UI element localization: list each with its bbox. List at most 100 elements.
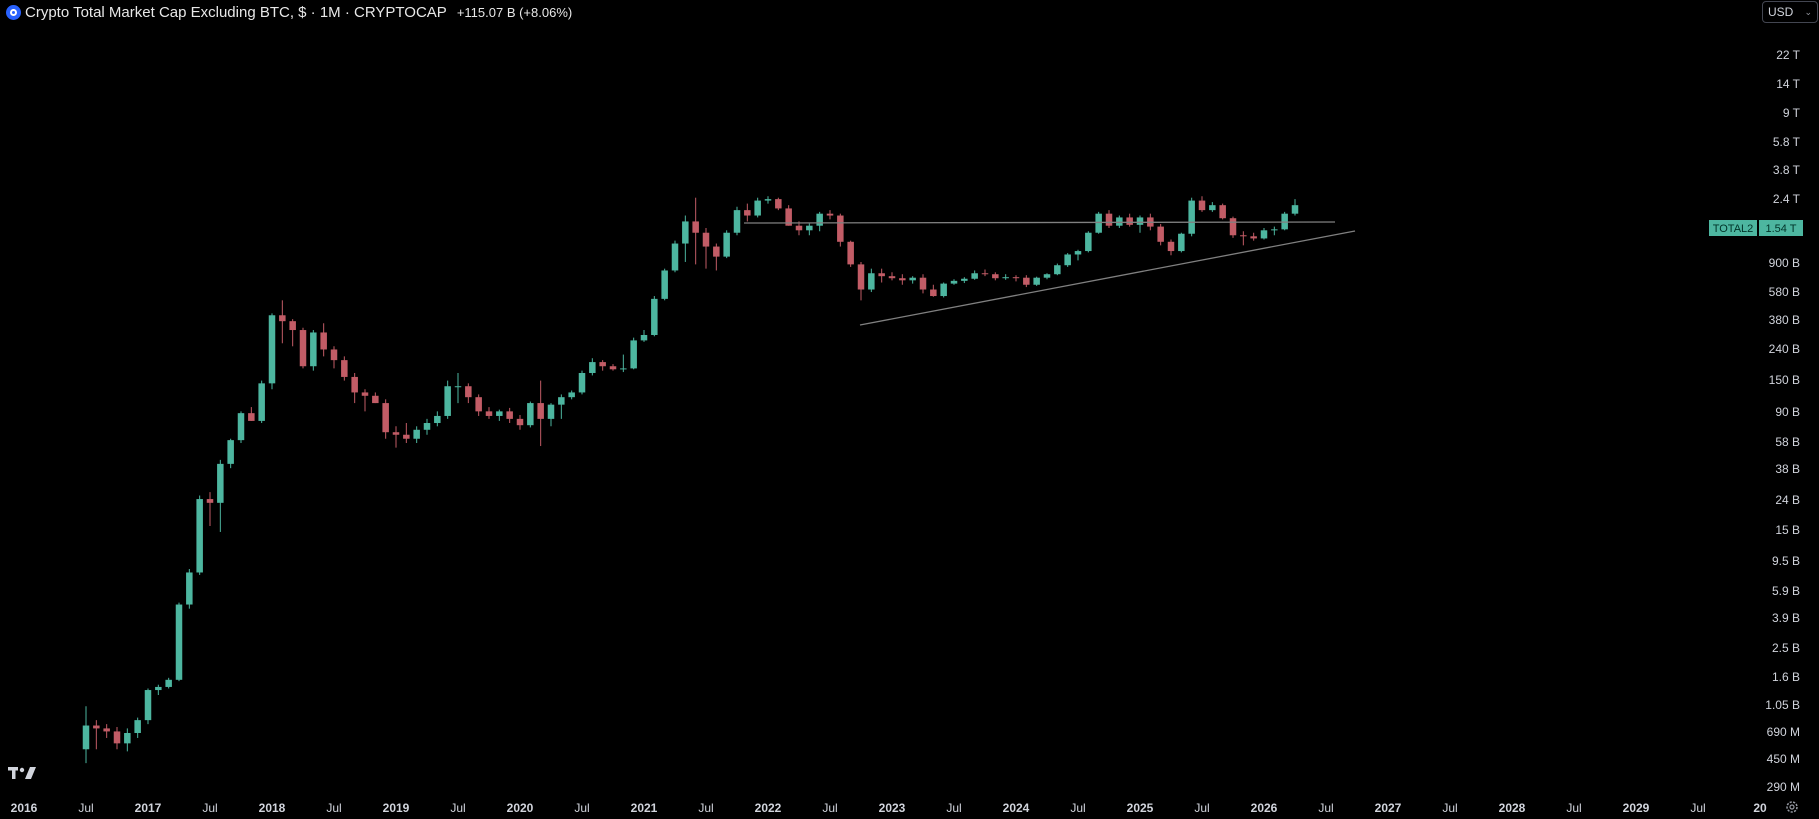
candle[interactable] [1033,276,1040,286]
candle[interactable] [795,221,803,236]
candle[interactable] [971,270,978,280]
support-trendline[interactable] [859,230,1356,326]
candle[interactable] [806,223,813,236]
candle[interactable] [578,370,586,395]
candle[interactable] [1074,249,1082,261]
candle[interactable] [310,330,317,371]
candle[interactable] [134,717,141,738]
candle[interactable] [1209,202,1216,212]
candle[interactable] [744,203,751,222]
candle[interactable] [909,276,916,284]
candle[interactable] [248,407,255,421]
candle[interactable] [279,300,286,344]
candle[interactable] [899,274,906,285]
candle[interactable] [878,268,885,283]
candle[interactable] [1260,227,1268,240]
candle[interactable] [165,677,172,689]
candle[interactable] [124,728,131,752]
candle[interactable] [186,569,193,609]
candle[interactable] [144,688,152,725]
candle[interactable] [558,394,565,419]
candle[interactable] [723,230,730,259]
candle[interactable] [950,279,958,285]
candle[interactable] [754,197,761,218]
candle[interactable] [434,411,441,427]
candle[interactable] [837,213,844,247]
candle[interactable] [1157,223,1164,246]
candle[interactable] [103,724,110,738]
candle[interactable] [630,337,637,370]
candle[interactable] [1023,275,1030,288]
candle[interactable] [423,418,431,435]
candle[interactable] [547,403,555,427]
resistance-trendline[interactable] [743,221,1336,224]
candle[interactable] [320,323,327,357]
candle[interactable] [1271,226,1278,236]
candle[interactable] [258,380,265,424]
candle[interactable] [1188,197,1195,237]
candle[interactable] [816,211,823,232]
candle[interactable] [599,360,606,371]
candle[interactable] [227,438,234,469]
candle[interactable] [113,726,121,750]
candle[interactable] [341,356,348,381]
candle[interactable] [527,401,534,428]
candle[interactable] [289,319,296,347]
cryptocap-icon[interactable] [6,4,21,20]
candle[interactable] [671,240,679,273]
gear-icon[interactable] [1785,800,1799,814]
candle[interactable] [1105,210,1113,228]
candle[interactable] [403,423,410,444]
time-axis[interactable]: 2016 Jul 2017 Jul 2018 Jul 2019 Jul 2020 Jul 2021 J… [11,801,1767,815]
candle[interactable] [454,372,462,404]
candle[interactable] [640,330,648,342]
candle[interactable] [537,380,544,447]
candle[interactable] [764,196,772,204]
candle[interactable] [702,227,710,269]
candle[interactable] [919,274,927,294]
candle[interactable] [1291,199,1299,216]
candle[interactable] [506,407,513,424]
candle[interactable] [382,399,389,439]
candle[interactable] [692,197,699,265]
candle[interactable] [93,720,100,750]
symbol-title[interactable]: Crypto Total Market Cap Excluding BTC, $… [25,3,447,21]
candle[interactable] [496,409,503,421]
candle[interactable] [155,684,162,696]
candle[interactable] [475,394,482,416]
candle[interactable] [661,268,668,301]
candle[interactable] [361,389,369,412]
candle[interactable] [775,197,782,211]
candle[interactable] [1126,213,1133,227]
candle[interactable] [651,296,658,337]
price-axis[interactable]: 22 T 14 T 9 T 5.8 T 3.8 T 2.4 T 900 B 580 B 380 … [1765,48,1800,794]
candle[interactable] [444,380,451,419]
candle[interactable] [392,426,400,448]
candle[interactable] [733,206,741,236]
candle[interactable] [868,268,875,293]
candle[interactable] [237,411,245,444]
candle[interactable] [589,358,596,376]
candle[interactable] [713,243,720,271]
candle[interactable] [1043,273,1051,280]
candle[interactable] [1167,239,1175,256]
candle[interactable] [620,354,627,373]
candle[interactable] [206,492,214,527]
candle[interactable] [930,284,937,297]
candle[interactable] [1219,203,1226,220]
candle[interactable] [888,272,896,281]
candle[interactable] [196,495,203,575]
candle[interactable] [330,346,338,369]
candle[interactable] [992,272,999,281]
candle[interactable] [1178,232,1185,253]
candle[interactable] [82,706,90,764]
candle[interactable] [465,383,472,404]
candle[interactable] [1085,231,1092,253]
candle[interactable] [351,372,358,404]
candle[interactable] [372,392,379,404]
candle[interactable] [961,277,968,284]
candle[interactable] [516,415,524,430]
candle[interactable] [1281,211,1288,231]
candle[interactable] [175,602,183,682]
